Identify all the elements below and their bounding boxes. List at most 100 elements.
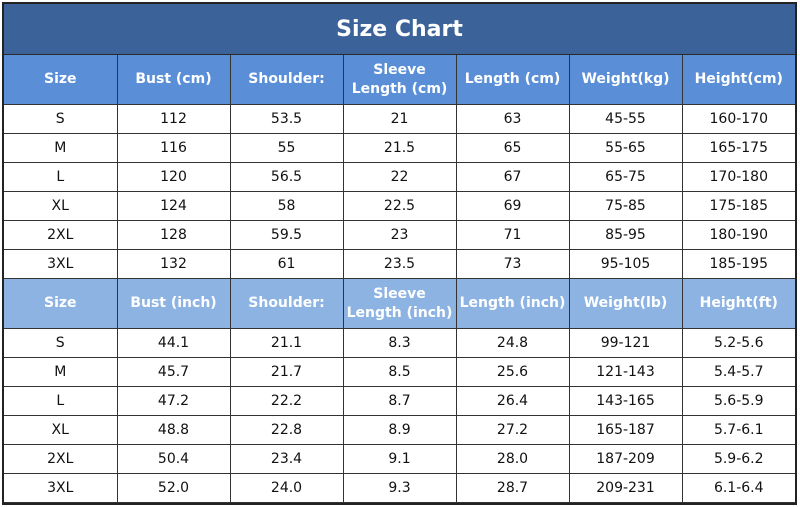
table-cell: 124 bbox=[116, 191, 231, 221]
column-header: Length (cm) bbox=[455, 55, 570, 105]
table-row: L 47.2 22.2 8.7 26.4 143-165 5.6-5.9 bbox=[4, 386, 795, 416]
table-cell: 21.7 bbox=[229, 357, 344, 387]
table-cell: 132 bbox=[116, 249, 231, 279]
column-header: Size bbox=[4, 278, 118, 329]
table-cell: 5.6-5.9 bbox=[681, 386, 795, 416]
size-cell: S bbox=[4, 328, 118, 358]
table-cell: 25.6 bbox=[455, 357, 570, 387]
table-cell: 185-195 bbox=[681, 249, 795, 279]
table-cell: 28.0 bbox=[455, 444, 570, 474]
table-cell: 165-175 bbox=[681, 133, 795, 163]
table-cell: 165-187 bbox=[568, 415, 683, 445]
table-cell: 22 bbox=[342, 162, 457, 192]
size-cell: M bbox=[4, 357, 118, 387]
table-cell: 6.1-6.4 bbox=[681, 473, 795, 503]
column-header: Sleeve Length (cm) bbox=[342, 55, 457, 105]
table-cell: 5.9-6.2 bbox=[681, 444, 795, 474]
table-cell: 23.5 bbox=[342, 249, 457, 279]
table-cell: 143-165 bbox=[568, 386, 683, 416]
column-header: Sleeve Length (inch) bbox=[342, 278, 457, 329]
table-cell: 61 bbox=[229, 249, 344, 279]
column-header: Bust (inch) bbox=[116, 278, 231, 329]
table-cell: 21.5 bbox=[342, 133, 457, 163]
table-cell: 63 bbox=[455, 104, 570, 134]
table-row: L 120 56.5 22 67 65-75 170-180 bbox=[4, 162, 795, 192]
table-cell: 53.5 bbox=[229, 104, 344, 134]
table-cell: 8.3 bbox=[342, 328, 457, 358]
table-cell: 99-121 bbox=[568, 328, 683, 358]
table-cell: 59.5 bbox=[229, 220, 344, 250]
table-cell: 22.5 bbox=[342, 191, 457, 221]
size-cell: L bbox=[4, 162, 118, 192]
table-cell: 9.3 bbox=[342, 473, 457, 503]
column-header: Height(cm) bbox=[681, 55, 795, 105]
size-table: Size Bust (cm) Shoulder: Sleeve Length (cm)… bbox=[4, 55, 795, 503]
table-row: 3XL 52.0 24.0 9.3 28.7 209-231 6.1-6.4 bbox=[4, 473, 795, 503]
table-cell: 121-143 bbox=[568, 357, 683, 387]
size-cell: 2XL bbox=[4, 220, 118, 250]
table-cell: 24.8 bbox=[455, 328, 570, 358]
table-cell: 67 bbox=[455, 162, 570, 192]
table-cell: 44.1 bbox=[116, 328, 231, 358]
table-cell: 45-55 bbox=[568, 104, 683, 134]
table-cell: 5.4-5.7 bbox=[681, 357, 795, 387]
table-row: S 112 53.5 21 63 45-55 160-170 bbox=[4, 104, 795, 134]
table-cell: 28.7 bbox=[455, 473, 570, 503]
table-cell: 65-75 bbox=[568, 162, 683, 192]
table-cell: 56.5 bbox=[229, 162, 344, 192]
column-header: Height(ft) bbox=[681, 278, 795, 329]
table-cell: 22.8 bbox=[229, 415, 344, 445]
size-cell: 3XL bbox=[4, 473, 118, 503]
table-cell: 58 bbox=[229, 191, 344, 221]
size-cell: 2XL bbox=[4, 444, 118, 474]
table-cell: 187-209 bbox=[568, 444, 683, 474]
table-cell: 55 bbox=[229, 133, 344, 163]
column-header: Shoulder: bbox=[229, 55, 344, 105]
table-cell: 112 bbox=[116, 104, 231, 134]
table-cell: 85-95 bbox=[568, 220, 683, 250]
table-cell: 160-170 bbox=[681, 104, 795, 134]
table-cell: 24.0 bbox=[229, 473, 344, 503]
table-cell: 180-190 bbox=[681, 220, 795, 250]
table-cell: 71 bbox=[455, 220, 570, 250]
column-header: Bust (cm) bbox=[116, 55, 231, 105]
table-cell: 5.2-5.6 bbox=[681, 328, 795, 358]
table-cell: 55-65 bbox=[568, 133, 683, 163]
size-cell: XL bbox=[4, 415, 118, 445]
column-header: Weight(kg) bbox=[568, 55, 683, 105]
table-cell: 22.2 bbox=[229, 386, 344, 416]
table-cell: 120 bbox=[116, 162, 231, 192]
table-cell: 50.4 bbox=[116, 444, 231, 474]
table-row: XL 48.8 22.8 8.9 27.2 165-187 5.7-6.1 bbox=[4, 415, 795, 445]
table-cell: 8.5 bbox=[342, 357, 457, 387]
table-cell: 209-231 bbox=[568, 473, 683, 503]
column-header: Size bbox=[4, 55, 118, 105]
table-cell: 47.2 bbox=[116, 386, 231, 416]
size-cell: L bbox=[4, 386, 118, 416]
table-cell: 9.1 bbox=[342, 444, 457, 474]
table-cell: 75-85 bbox=[568, 191, 683, 221]
column-header: Shoulder: bbox=[229, 278, 344, 329]
table-row: M 116 55 21.5 65 55-65 165-175 bbox=[4, 133, 795, 163]
table-cell: 8.7 bbox=[342, 386, 457, 416]
table-cell: 27.2 bbox=[455, 415, 570, 445]
size-cell: 3XL bbox=[4, 249, 118, 279]
size-cell: XL bbox=[4, 191, 118, 221]
table-cell: 95-105 bbox=[568, 249, 683, 279]
table-cell: 23.4 bbox=[229, 444, 344, 474]
table-cell: 128 bbox=[116, 220, 231, 250]
table-cell: 69 bbox=[455, 191, 570, 221]
table-cell: 52.0 bbox=[116, 473, 231, 503]
table-cell: 45.7 bbox=[116, 357, 231, 387]
table-cell: 65 bbox=[455, 133, 570, 163]
table-row: 2XL 128 59.5 23 71 85-95 180-190 bbox=[4, 220, 795, 250]
header-row-inch: Size Bust (inch) Shoulder: Sleeve Length (i… bbox=[4, 278, 795, 329]
table-row: M 45.7 21.7 8.5 25.6 121-143 5.4-5.7 bbox=[4, 357, 795, 387]
table-cell: 175-185 bbox=[681, 191, 795, 221]
size-cell: S bbox=[4, 104, 118, 134]
table-cell: 116 bbox=[116, 133, 231, 163]
size-cell: M bbox=[4, 133, 118, 163]
table-row: S 44.1 21.1 8.3 24.8 99-121 5.2-5.6 bbox=[4, 328, 795, 358]
header-row-cm: Size Bust (cm) Shoulder: Sleeve Length (cm)… bbox=[4, 55, 795, 105]
